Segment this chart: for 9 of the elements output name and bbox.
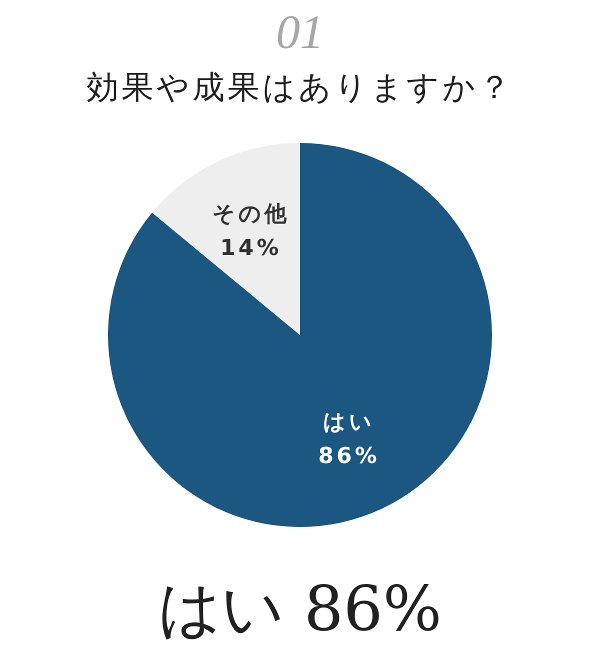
pie-slice — [152, 143, 300, 335]
slice-label: はい — [323, 410, 376, 436]
data-label: 14% — [220, 236, 282, 261]
chart-title: 効果や成果はありますか？ — [86, 68, 514, 106]
text: はい 86% — [158, 572, 442, 645]
slice-label: その他 — [212, 202, 290, 227]
pie-slice — [108, 143, 492, 527]
data-label: 86% — [318, 444, 380, 470]
text: 01 — [276, 6, 324, 59]
